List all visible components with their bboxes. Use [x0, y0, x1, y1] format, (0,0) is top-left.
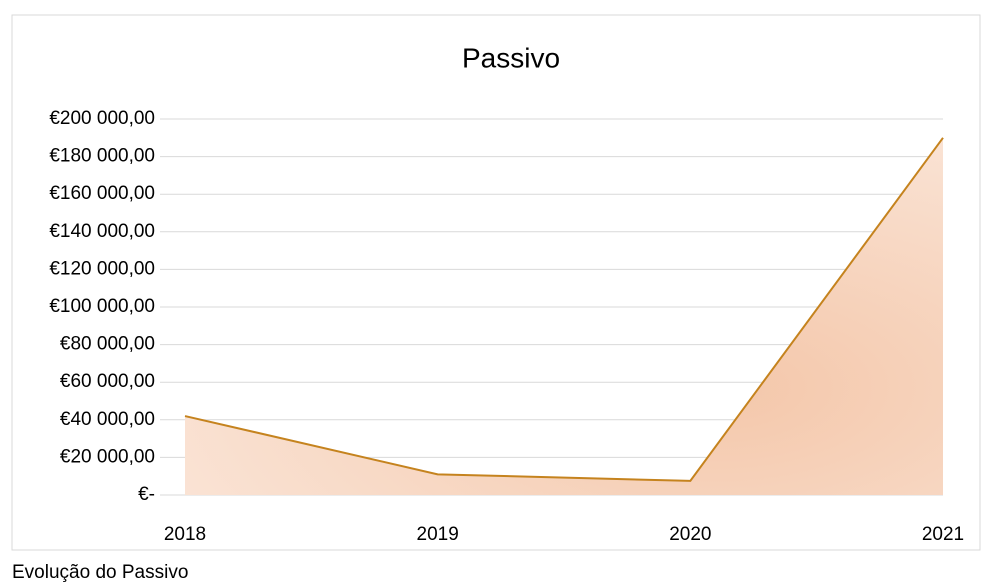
- y-tick-label: €160 000,00: [49, 183, 155, 204]
- area-line: [184, 137, 944, 482]
- y-tick-label: €80 000,00: [60, 334, 155, 355]
- x-tick-label: 2021: [922, 524, 964, 545]
- y-tick-label: €-: [138, 484, 155, 505]
- y-tick-label: €180 000,00: [49, 146, 155, 167]
- y-tick-label: €120 000,00: [49, 258, 155, 279]
- chart-title: Passivo: [462, 42, 560, 73]
- y-tick-label: €200 000,00: [49, 108, 155, 129]
- caption: Evolução do Passivo: [12, 562, 188, 583]
- x-tick-label: 2019: [417, 524, 459, 545]
- y-tick-label: €40 000,00: [60, 409, 155, 430]
- area-fill: [185, 137, 943, 496]
- x-tick-label: 2018: [164, 524, 206, 545]
- x-tick-label: 2020: [669, 524, 711, 545]
- y-tick-label: €60 000,00: [60, 371, 155, 392]
- y-tick-label: €100 000,00: [49, 296, 155, 317]
- y-tick-label: €20 000,00: [60, 446, 155, 467]
- y-tick-label: €140 000,00: [49, 221, 155, 242]
